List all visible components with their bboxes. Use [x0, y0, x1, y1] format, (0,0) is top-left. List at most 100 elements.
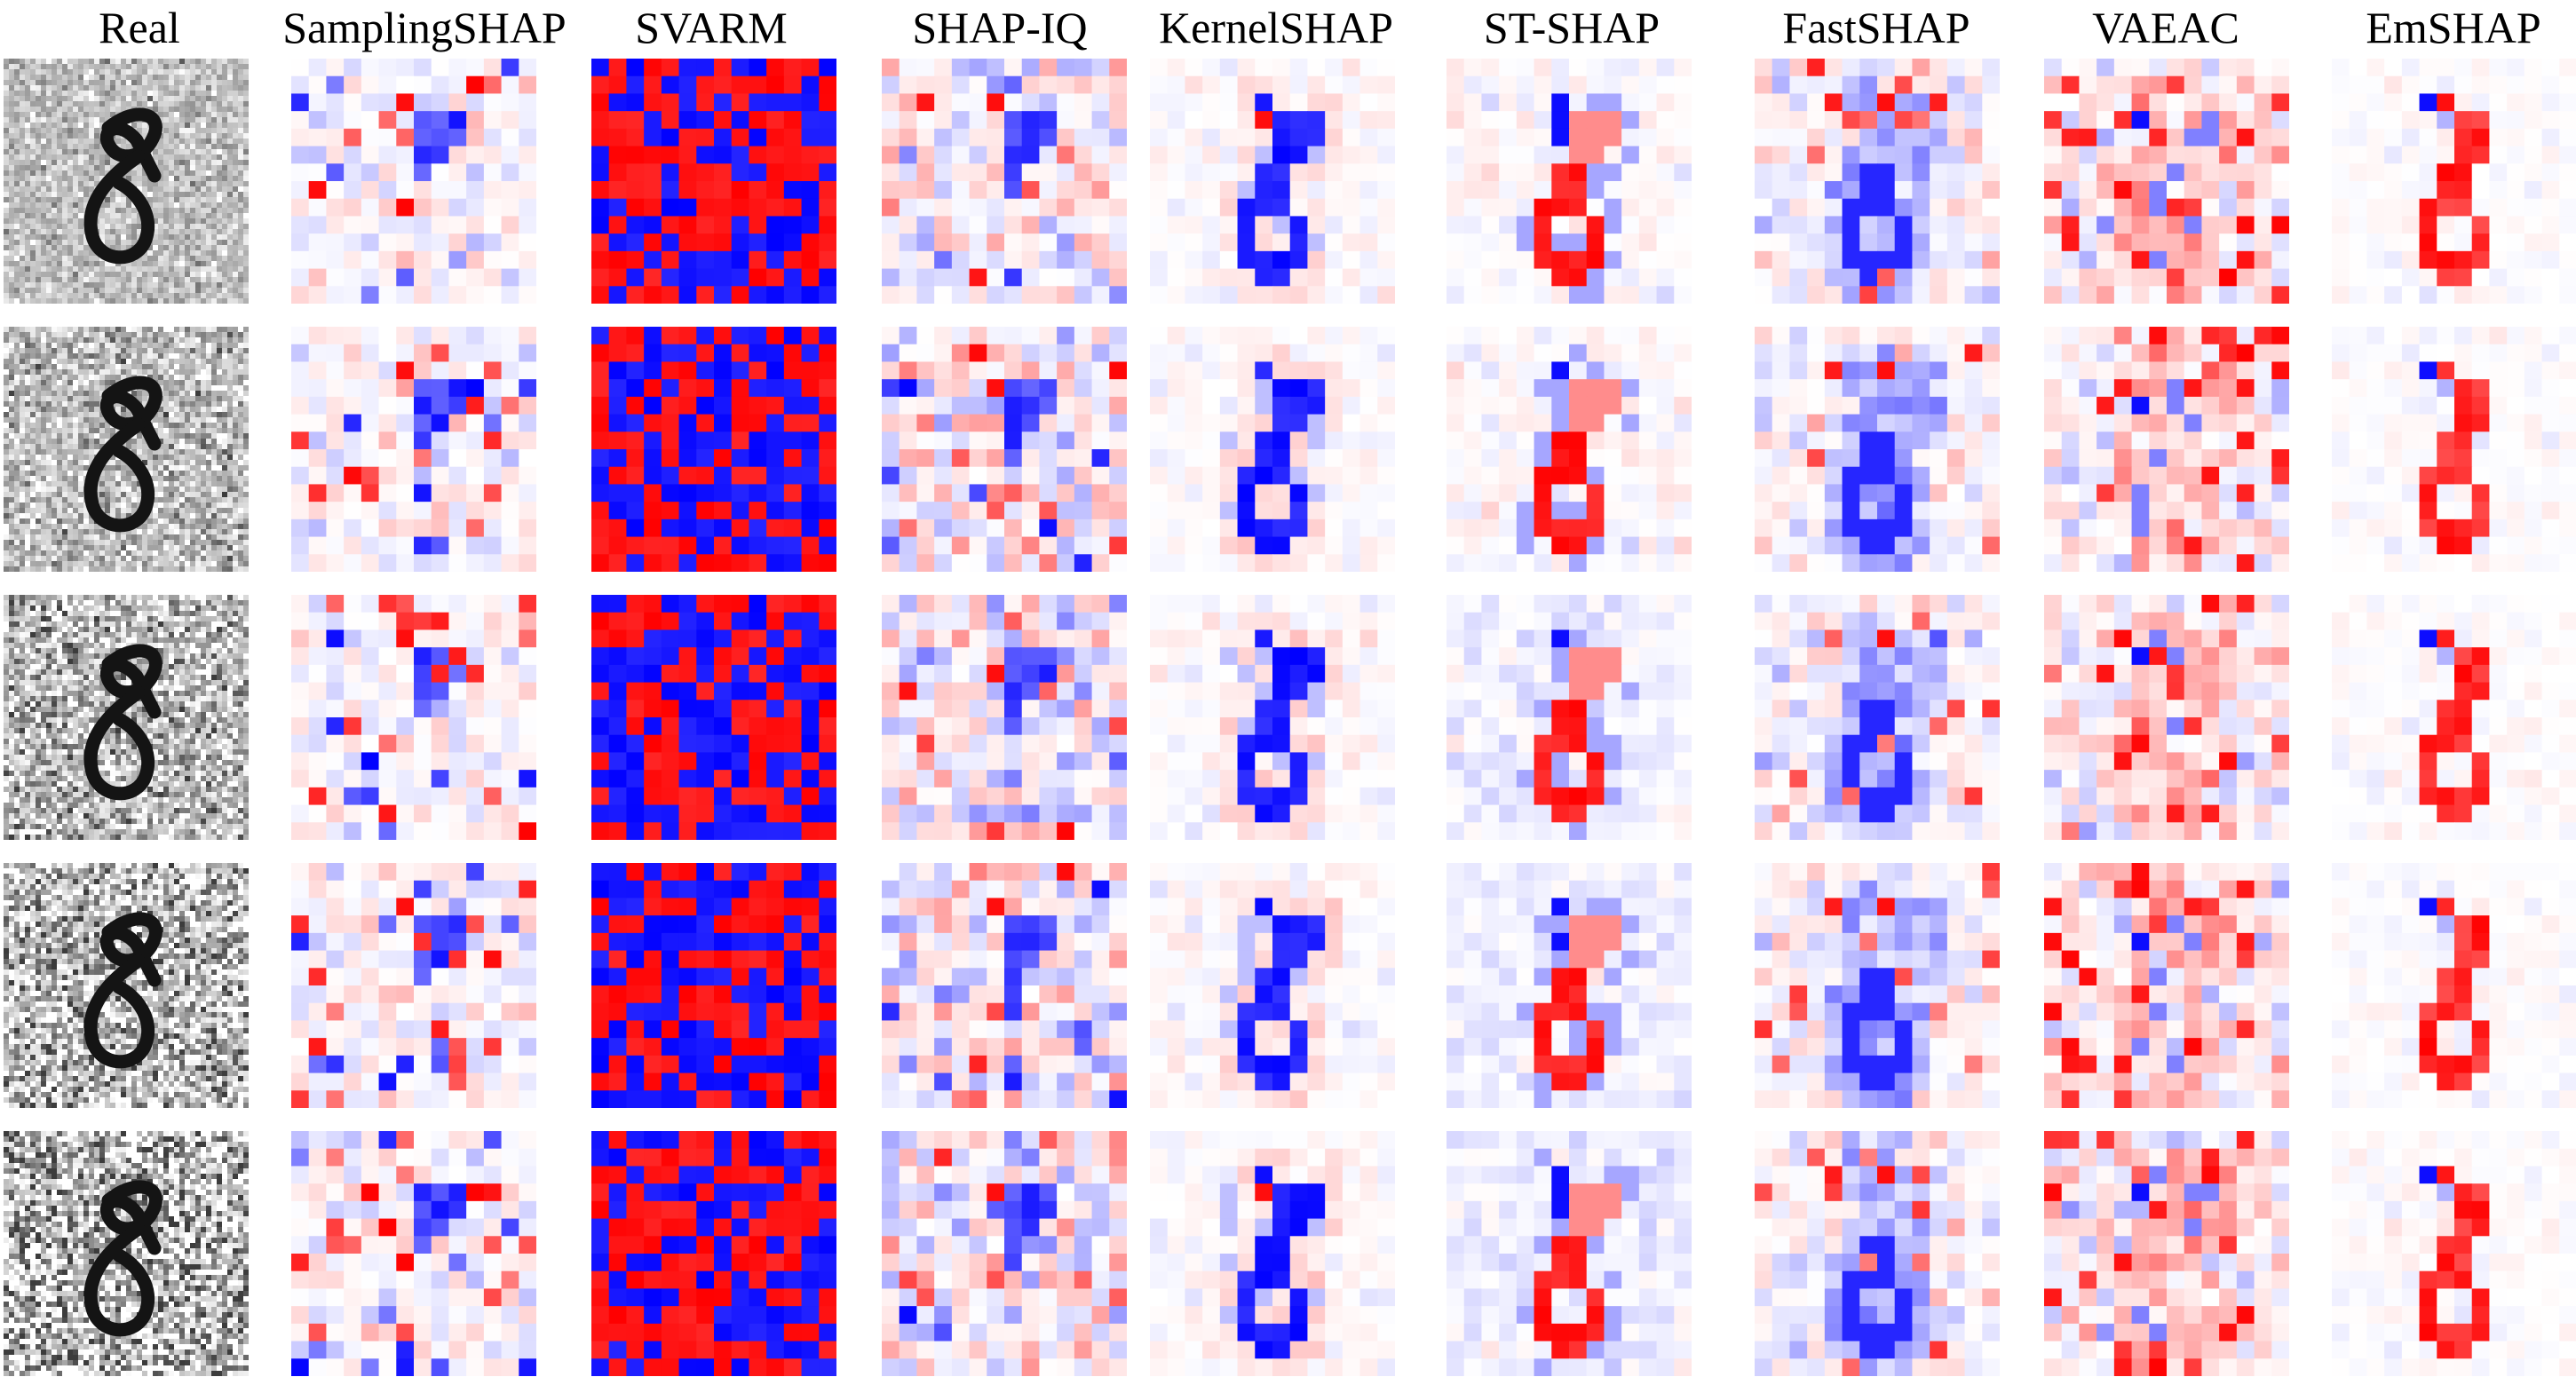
heatmap-cell: [1150, 250, 1169, 270]
heatmap-cell: [2113, 59, 2133, 77]
noise-pixel: [25, 123, 31, 129]
noise-pixel: [222, 192, 228, 198]
noise-pixel: [4, 123, 10, 129]
noise-pixel: [190, 59, 196, 65]
noise-pixel: [243, 218, 249, 225]
heatmap-cell: [2149, 198, 2168, 217]
heatmap-cell: [1342, 163, 1361, 182]
noise-pixel: [227, 293, 234, 299]
heatmap-cell: [2061, 75, 2080, 94]
noise-pixel: [30, 234, 36, 241]
noise-pixel: [25, 364, 31, 370]
noise-pixel: [233, 123, 239, 129]
noise-pixel: [243, 176, 249, 182]
noise-pixel: [147, 107, 154, 113]
noise-pixel: [227, 202, 234, 209]
noise-pixel: [238, 343, 244, 349]
noise-pixel: [217, 197, 223, 203]
noise-pixel: [121, 245, 127, 251]
noise-pixel: [206, 117, 212, 123]
heatmap-cell: [1982, 163, 2000, 182]
noise-pixel: [163, 444, 170, 450]
noise-pixel: [163, 192, 170, 198]
heatmap-cell: [1004, 216, 1023, 234]
noise-pixel: [94, 85, 100, 91]
noise-pixel: [174, 245, 180, 251]
noise-pixel: [105, 197, 111, 203]
noise-pixel: [62, 80, 68, 86]
noise-pixel: [105, 213, 111, 219]
noise-pixel: [201, 80, 207, 86]
heatmap-cell: [661, 128, 680, 147]
noise-pixel: [83, 444, 90, 450]
heatmap-cell: [1185, 128, 1203, 147]
noise-pixel: [20, 298, 26, 304]
noise-pixel: [52, 327, 58, 333]
heatmap-cell: [396, 75, 415, 94]
noise-pixel: [14, 266, 20, 273]
heatmap-cell: [626, 59, 645, 77]
noise-pixel: [14, 471, 20, 477]
heatmap-cell: [326, 250, 345, 270]
heatmap-cell: [1074, 93, 1093, 112]
noise-pixel: [206, 229, 212, 235]
noise-pixel: [195, 59, 202, 65]
noise-pixel: [243, 208, 249, 214]
heatmap-cell: [2437, 216, 2455, 234]
noise-pixel: [163, 176, 170, 182]
column-header-real: Real: [99, 3, 180, 52]
noise-pixel: [57, 332, 63, 338]
noise-pixel: [174, 112, 180, 118]
noise-pixel: [222, 69, 228, 75]
heatmap-cell: [1859, 163, 1878, 182]
noise-pixel: [222, 261, 228, 267]
noise-pixel: [57, 256, 63, 262]
heatmap-cell: [2524, 198, 2543, 217]
noise-pixel: [190, 197, 196, 203]
noise-pixel: [14, 385, 20, 392]
noise-pixel: [174, 396, 180, 402]
noise-pixel: [185, 261, 191, 267]
heatmap-cell: [1534, 216, 1552, 234]
noise-pixel: [62, 364, 68, 370]
noise-pixel: [67, 64, 74, 70]
noise-pixel: [222, 186, 228, 193]
heatmap-cell: [1219, 268, 1239, 287]
heatmap-cell: [1004, 286, 1023, 304]
noise-pixel: [14, 250, 20, 257]
noise-pixel: [36, 471, 42, 477]
noise-pixel: [190, 138, 196, 145]
heatmap-cell: [678, 75, 697, 94]
noise-pixel: [67, 186, 74, 193]
heatmap-cell: [1638, 59, 1658, 77]
noise-pixel: [179, 407, 186, 413]
noise-pixel: [211, 245, 218, 251]
noise-pixel: [99, 96, 106, 102]
noise-pixel: [201, 256, 207, 262]
noise-pixel: [105, 423, 111, 429]
noise-pixel: [211, 59, 218, 65]
noise-pixel: [89, 396, 95, 402]
noise-pixel: [57, 391, 63, 397]
noise-pixel: [67, 80, 74, 86]
noise-pixel: [195, 364, 202, 370]
noise-pixel: [217, 85, 223, 91]
noise-pixel: [163, 364, 170, 370]
noise-pixel: [158, 229, 164, 235]
heatmap-cell: [1447, 181, 1465, 200]
noise-pixel: [211, 117, 218, 123]
noise-pixel: [222, 293, 228, 299]
noise-pixel: [153, 181, 159, 187]
noise-pixel: [9, 327, 15, 333]
heatmap-cell: [1755, 93, 1773, 112]
noise-pixel: [78, 240, 84, 246]
noise-pixel: [211, 369, 218, 376]
heatmap-cell: [1237, 111, 1256, 130]
noise-pixel: [137, 327, 143, 333]
noise-pixel: [233, 101, 239, 107]
noise-pixel: [20, 80, 26, 86]
noise-pixel: [195, 272, 202, 278]
noise-pixel: [20, 218, 26, 225]
noise-pixel: [94, 407, 100, 413]
noise-pixel: [126, 288, 132, 294]
